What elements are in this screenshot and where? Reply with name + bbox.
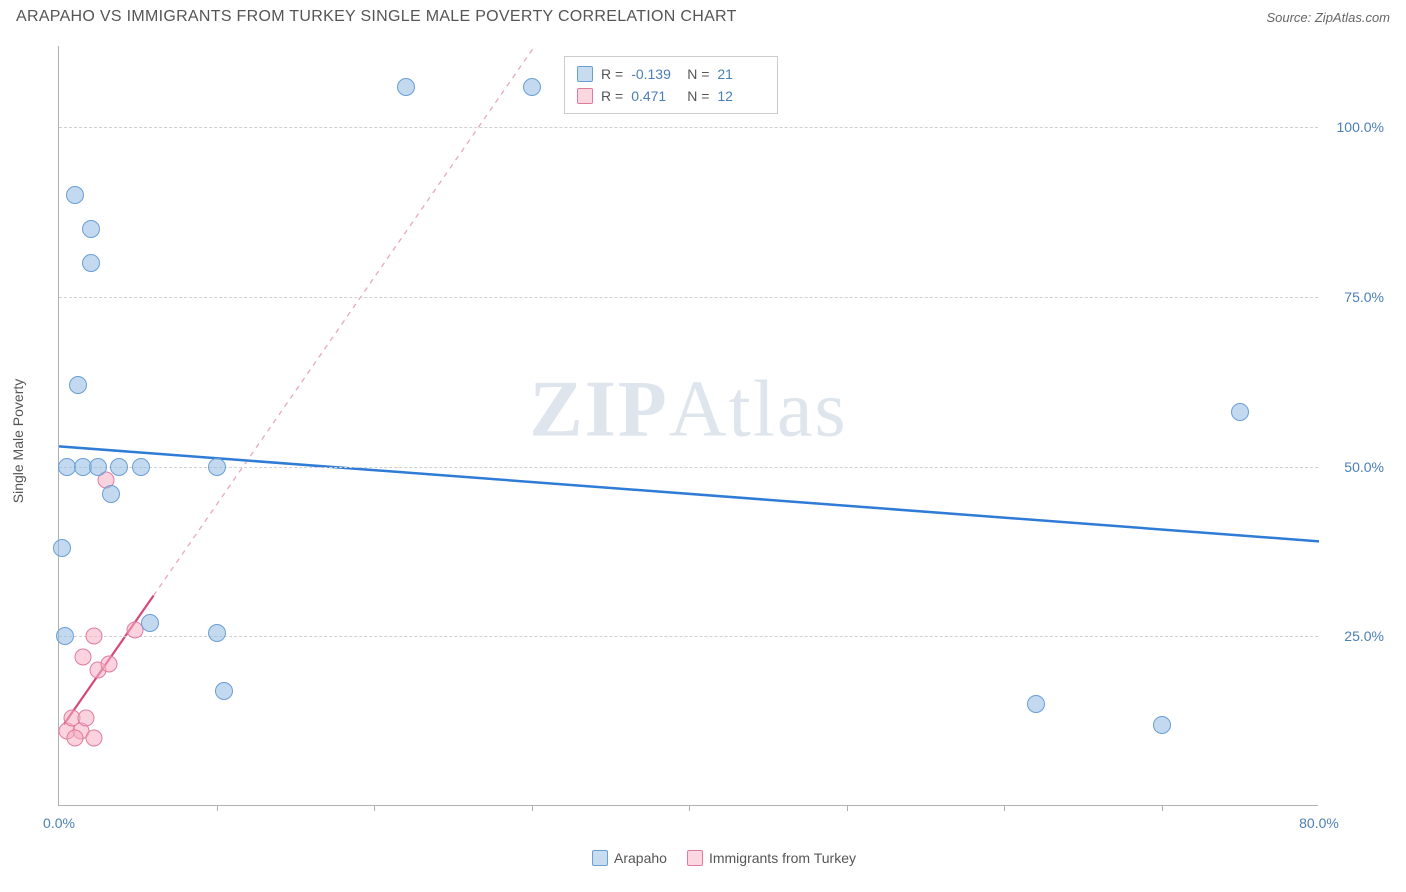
data-point	[1231, 403, 1249, 421]
grid-line	[59, 467, 1318, 468]
legend-item: Arapaho	[592, 850, 667, 866]
data-point	[215, 682, 233, 700]
legend-label: Arapaho	[614, 850, 667, 866]
legend-r-value: -0.139	[631, 63, 679, 85]
chart-title: ARAPAHO VS IMMIGRANTS FROM TURKEY SINGLE…	[16, 8, 737, 26]
data-point	[56, 627, 74, 645]
x-tick	[532, 805, 533, 811]
data-point	[141, 614, 159, 632]
legend-swatch	[687, 850, 703, 866]
x-tick	[1162, 805, 1163, 811]
y-tick-label: 25.0%	[1324, 628, 1384, 644]
data-point	[1153, 716, 1171, 734]
legend-correlation: R = -0.139 N = 21 R = 0.471 N = 12	[564, 56, 778, 114]
y-axis-label: Single Male Poverty	[10, 379, 26, 504]
data-point	[102, 485, 120, 503]
watermark: ZIPAtlas	[529, 365, 847, 456]
data-point	[132, 458, 150, 476]
x-tick	[689, 805, 690, 811]
watermark-light: Atlas	[669, 366, 848, 454]
legend-label: Immigrants from Turkey	[709, 850, 856, 866]
legend-n-value: 12	[717, 85, 765, 107]
y-tick-label: 75.0%	[1324, 289, 1384, 305]
legend-row: R = -0.139 N = 21	[577, 63, 765, 85]
y-tick-label: 50.0%	[1324, 459, 1384, 475]
x-tick	[217, 805, 218, 811]
data-point	[1027, 695, 1045, 713]
data-point	[74, 648, 91, 665]
legend-r-value: 0.471	[631, 85, 679, 107]
data-point	[89, 458, 107, 476]
x-tick-label: 0.0%	[43, 815, 75, 831]
grid-line	[59, 297, 1318, 298]
data-point	[110, 458, 128, 476]
data-point	[82, 220, 100, 238]
x-tick	[847, 805, 848, 811]
legend-swatch	[577, 88, 593, 104]
data-point	[523, 78, 541, 96]
x-tick-label: 80.0%	[1299, 815, 1339, 831]
source-attribution: Source: ZipAtlas.com	[1266, 10, 1390, 25]
chart-container: Single Male Poverty ZIPAtlas R =-0.139N …	[58, 46, 1390, 836]
legend-r-label: R =	[601, 85, 623, 107]
x-tick	[374, 805, 375, 811]
data-point	[66, 186, 84, 204]
data-point	[101, 655, 118, 672]
legend-item: Immigrants from Turkey	[687, 850, 856, 866]
plot-area: ZIPAtlas R =-0.139N =21R =0.471N =12 25.…	[58, 46, 1318, 806]
legend-swatch	[577, 66, 593, 82]
grid-line	[59, 127, 1318, 128]
legend-swatch	[592, 850, 608, 866]
watermark-bold: ZIP	[529, 366, 668, 454]
data-point	[397, 78, 415, 96]
data-point	[85, 628, 102, 645]
y-tick-label: 100.0%	[1324, 119, 1384, 135]
data-point	[82, 254, 100, 272]
data-point	[77, 709, 94, 726]
data-point	[85, 730, 102, 747]
legend-row: R = 0.471 N = 12	[577, 85, 765, 107]
legend-n-value: 21	[717, 63, 765, 85]
data-point	[208, 624, 226, 642]
legend-series: Arapaho Immigrants from Turkey	[592, 850, 856, 866]
data-point	[208, 458, 226, 476]
legend-n-label: N =	[687, 63, 709, 85]
trend-lines	[59, 46, 1319, 806]
grid-line	[59, 636, 1318, 637]
x-tick	[1004, 805, 1005, 811]
title-bar: ARAPAHO VS IMMIGRANTS FROM TURKEY SINGLE…	[0, 0, 1406, 30]
data-point	[66, 730, 83, 747]
data-point	[53, 539, 71, 557]
legend-r-label: R =	[601, 63, 623, 85]
legend-n-label: N =	[687, 85, 709, 107]
data-point	[69, 376, 87, 394]
